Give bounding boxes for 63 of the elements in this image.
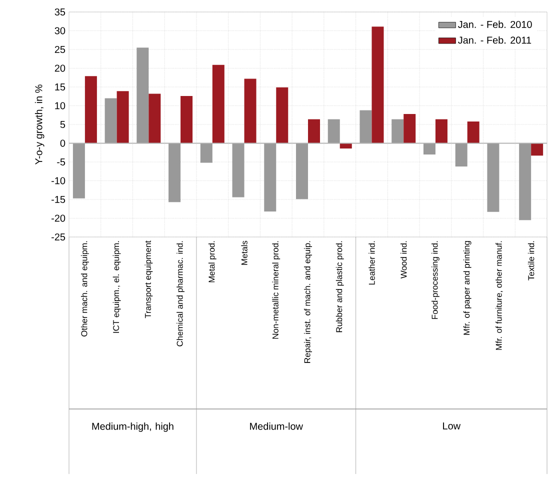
y-tick-label: -15 bbox=[52, 196, 66, 203]
x-tick-label: ICT equipm., el. equipm. bbox=[112, 241, 121, 333]
bar bbox=[340, 143, 352, 148]
bar bbox=[404, 114, 416, 144]
bar bbox=[392, 119, 404, 144]
y-axis-title: Y-o-y growth, in % bbox=[34, 84, 44, 165]
bar bbox=[244, 78, 256, 144]
bar bbox=[200, 143, 212, 163]
x-tick-label: Mfr. of furniture, other manuf. bbox=[496, 241, 503, 350]
bar bbox=[72, 143, 85, 198]
bar bbox=[455, 143, 468, 166]
text: Low bbox=[443, 422, 461, 430]
y-tick-label: -10 bbox=[52, 177, 66, 184]
x-tick-label: Textile ind. bbox=[528, 241, 534, 280]
x-tick-label: Food-processing ind. bbox=[432, 241, 440, 319]
bar bbox=[372, 26, 384, 144]
y-tick-label: 5 bbox=[60, 121, 66, 128]
x-tick-label: Other mach. and equipm. bbox=[80, 241, 89, 336]
text: Medium-low bbox=[250, 422, 304, 430]
bar bbox=[487, 143, 500, 212]
x-tick-label: Metal prod. bbox=[208, 241, 216, 282]
bar bbox=[232, 143, 244, 198]
bar bbox=[264, 143, 276, 212]
y-tick-label: 15 bbox=[55, 84, 66, 90]
y-tick-label: 30 bbox=[54, 27, 66, 34]
y-tick-label: -5 bbox=[57, 158, 66, 166]
x-tick-label: Repair, inst. of mach. and equip. bbox=[304, 241, 312, 363]
x-tick-label: Metals bbox=[241, 240, 248, 265]
bar bbox=[168, 143, 181, 202]
bar bbox=[467, 121, 480, 144]
bar bbox=[308, 119, 320, 144]
x-tick-label: Transport equipment bbox=[144, 240, 153, 318]
bar bbox=[423, 143, 436, 154]
bar bbox=[531, 143, 544, 156]
bar bbox=[519, 143, 532, 220]
bar bbox=[276, 87, 288, 144]
y-tick-label: 10 bbox=[55, 102, 66, 110]
y-tick-label: 0 bbox=[60, 140, 66, 147]
bar bbox=[328, 119, 340, 144]
legend-label: Jan. - Feb. 2011 bbox=[458, 36, 532, 44]
y-tick-label: 20 bbox=[54, 64, 66, 72]
x-tick-label: Leather ind. bbox=[368, 241, 375, 285]
text: Medium-high, high bbox=[92, 422, 174, 432]
x-tick-label: Rubber and plastic prod. bbox=[336, 241, 344, 332]
bar bbox=[84, 76, 97, 144]
y-tick-label: -25 bbox=[52, 233, 66, 241]
y-tick-label: -20 bbox=[52, 214, 66, 222]
y-tick-label: 25 bbox=[54, 46, 66, 54]
x-tick-label: Non-metallic mineral prod. bbox=[272, 241, 280, 339]
bar bbox=[180, 96, 193, 144]
bar bbox=[212, 64, 224, 144]
bar bbox=[435, 119, 448, 144]
y-tick-label: 35 bbox=[54, 8, 66, 16]
legend-label: Jan. - Feb. 2010 bbox=[458, 20, 532, 28]
bar bbox=[296, 143, 308, 200]
bar bbox=[104, 98, 117, 144]
bar bbox=[116, 91, 129, 144]
bar bbox=[136, 48, 149, 144]
x-tick-label: Chemical and pharmac. ind. bbox=[176, 241, 184, 346]
bar bbox=[360, 110, 372, 144]
x-tick-label: Wood ind. bbox=[400, 241, 407, 278]
bar bbox=[148, 94, 161, 144]
x-tick-label: Mfr. of paper and printing bbox=[463, 241, 472, 335]
